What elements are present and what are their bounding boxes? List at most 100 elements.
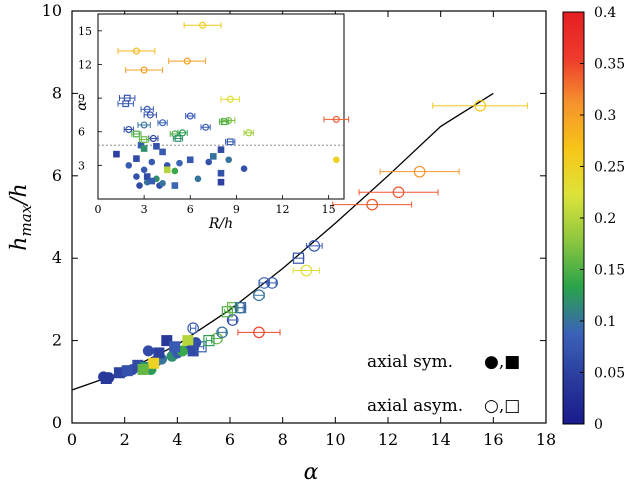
main-marker-group [98,99,529,385]
y-tick-label: 6 [52,166,62,185]
legend-label-asym: axial asym. [367,396,463,416]
colorbar-tick-label: 0.4 [594,5,616,21]
x-tick-label: 2 [120,430,130,449]
main-plot: 0 2 4 6 8 10 12 14 16 18 0 2 4 6 8 10 α hmax/h [7,1,556,485]
legend-markers-asym: ○,□ [484,396,520,416]
y-tick-label: 4 [52,248,62,267]
main-filled-square-point [153,347,165,359]
inset-filled-circle-point [171,167,179,175]
inset-open-circle-point [140,121,148,129]
main-filled-square-point [161,335,173,347]
inset-open-square-point [226,138,234,146]
inset-filled-square-point [143,173,151,180]
inset-filled-circle-point [333,156,340,164]
main-open-circle-point [366,198,379,211]
inset-filled-square-point [133,155,140,162]
colorbar-tick-label: 0.15 [594,263,625,279]
inset-filled-square-point [113,150,120,158]
main-filled-square-point [169,341,181,353]
main-filled-square-point [121,365,133,377]
main-filled-square-point [137,363,149,375]
inset-plot-frame [97,13,345,200]
inset-open-circle-point [140,66,148,74]
main-open-circle-point [253,326,265,339]
main-open-circle-point [266,277,278,289]
inset-open-circle-point [146,111,154,119]
inset-filled-square-point [153,143,160,150]
legend-label-sym: axial sym. [367,352,453,372]
inset-filled-circle-point [159,180,166,187]
x-tick-label: 12 [378,430,398,449]
inset-filled-square-point [171,182,179,189]
inset-filled-square-point [148,177,156,185]
inset-x-tick-label: 15 [322,203,336,216]
inset-x-axis-title: R/h [208,216,233,232]
inset-open-circle-point [202,123,210,131]
inset-filled-square-point [140,145,148,152]
inset-open-square-point [220,118,228,126]
main-open-circle-point [413,165,426,178]
inset-filled-circle-point [240,165,248,173]
colorbar-tick-label: 0.2 [594,211,616,227]
x-tick-label: 14 [430,430,450,449]
inset-open-square-point [174,135,182,142]
inset-filled-circle-point [148,158,156,166]
inset-x-tick-label: 0 [95,203,102,216]
y-axis-title: hmax/h [7,183,35,250]
x-tick-label: 8 [278,430,288,449]
inset-axis-ticks: 0 3 6 9 12 15 3 6 9 12 15 [78,25,336,216]
inset-x-tick-label: 9 [233,203,240,216]
inset-filled-square-point [217,178,225,186]
colorbar: 0 0.05 0.1 0.15 0.2 0.25 0.3 0.35 0.4 [562,5,625,433]
inset-open-circle-point [132,47,140,55]
inset-filled-circle-point [194,175,202,183]
colorbar-tick-label: 0.3 [594,108,616,124]
main-filled-square-point [148,357,160,369]
main-open-square-point [292,252,305,264]
inset-filled-square-point [163,166,171,174]
colorbar-ticks: 0 0.05 0.1 0.15 0.2 0.25 0.3 0.35 0.4 [580,5,625,433]
main-filled-square-point [182,335,194,347]
inset-filled-circle-point [133,173,140,180]
inset-x-tick-label: 12 [276,203,290,216]
legend-markers-sym: ●,■ [484,352,520,372]
inset-open-square-point [133,130,140,138]
colorbar-tick-label: 0.35 [594,57,625,73]
colorbar-tick-label: 0 [594,417,603,433]
legend: axial sym. ●,■ axial asym. ○,□ [367,352,520,416]
inset-filled-square-point [217,169,225,177]
inset-open-circle-point [125,125,133,134]
inset-filled-circle-point [136,182,143,189]
inset-filled-circle-point [125,162,133,169]
main-open-square-point [203,335,215,347]
main-filled-square-point [100,373,112,385]
main-plot-frame [71,10,547,424]
main-open-circle-point [308,239,321,252]
inset-y-tick-label: 12 [78,58,92,71]
inset-x-tick-label: 6 [187,203,194,216]
inset-open-circle-point [226,95,234,103]
inset-y-tick-label: 9 [78,92,85,105]
x-tick-label: 6 [225,430,235,449]
main-open-circle-point [392,186,405,199]
inset-y-tick-label: 3 [78,159,85,172]
x-tick-label: 4 [172,430,182,449]
y-axis-title-rest: /h [7,183,32,207]
inset-x-tick-label: 3 [141,203,148,216]
main-open-circle-point [187,322,199,335]
x-tick-label: 18 [536,430,556,449]
colorbar-tick-label: 0.05 [594,366,625,382]
inset-plot: 0 3 6 9 12 15 3 6 9 12 15 R/h α [74,13,350,232]
inset-filled-square-point [217,146,225,153]
x-tick-label: 16 [483,430,503,449]
y-axis-title-sub: max [17,204,35,236]
inset-filled-circle-point [140,166,148,174]
inset-filled-square-point [159,148,166,156]
inset-open-circle-point [183,57,191,65]
main-open-circle-point [300,264,313,277]
inset-filled-circle-point [225,156,232,164]
inset-filled-circle-point [176,159,183,167]
colorbar-tick-label: 0.25 [594,160,625,176]
main-filled-circle-point [142,345,154,357]
